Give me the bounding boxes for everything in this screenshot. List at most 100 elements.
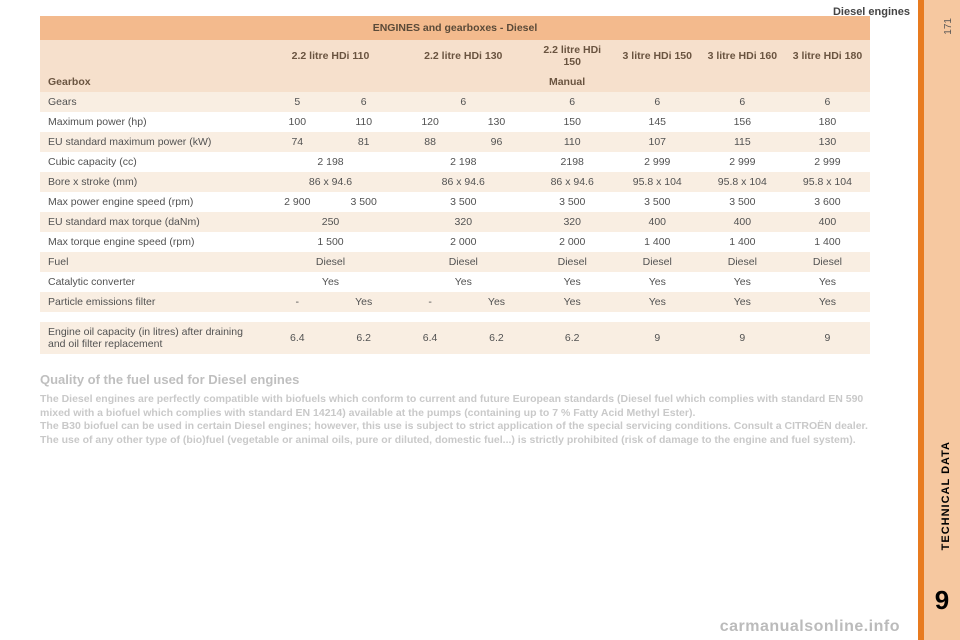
cell: 86 x 94.6	[530, 172, 615, 192]
cell: 150	[530, 112, 615, 132]
cell: 6.4	[397, 322, 463, 354]
tab-number: 9	[924, 585, 960, 616]
cell: 400	[700, 212, 785, 232]
cell: 115	[700, 132, 785, 152]
cell: 96	[463, 132, 529, 152]
tab-label: TECHNICAL DATA	[940, 441, 952, 550]
cell: 2 198	[397, 152, 530, 172]
row-label: Particle emissions filter	[40, 292, 264, 312]
cell: 130	[463, 112, 529, 132]
cell: Diesel	[615, 252, 700, 272]
cell: 5	[264, 92, 330, 112]
cell: 6	[331, 92, 397, 112]
engine-table: ENGINES and gearboxes - Diesel2.2 litre …	[40, 16, 870, 354]
cell: 156	[700, 112, 785, 132]
row-label: Fuel	[40, 252, 264, 272]
row-label: Cubic capacity (cc)	[40, 152, 264, 172]
cell: 110	[530, 132, 615, 152]
row-label: Max power engine speed (rpm)	[40, 192, 264, 212]
cell: Yes	[785, 272, 870, 292]
cell: Yes	[463, 292, 529, 312]
cell: 2 000	[397, 232, 530, 252]
row-label: EU standard maximum power (kW)	[40, 132, 264, 152]
cell: 107	[615, 132, 700, 152]
cell: Yes	[530, 292, 615, 312]
watermark: carmanualsonline.info	[720, 618, 900, 636]
cell: 400	[615, 212, 700, 232]
side-tab: 171 TECHNICAL DATA 9	[924, 0, 960, 640]
cell: 86 x 94.6	[397, 172, 530, 192]
cell: 88	[397, 132, 463, 152]
cell: Yes	[264, 272, 397, 292]
cell: 2 900	[264, 192, 330, 212]
cell: 6	[700, 92, 785, 112]
quality-line: The use of any other type of (bio)fuel (…	[40, 434, 870, 448]
cell: 3 500	[615, 192, 700, 212]
cell: 1 500	[264, 232, 397, 252]
cell: Diesel	[700, 252, 785, 272]
cell: 130	[785, 132, 870, 152]
quality-title: Quality of the fuel used for Diesel engi…	[40, 372, 870, 387]
cell: Yes	[700, 272, 785, 292]
cell: 6	[615, 92, 700, 112]
cell: 6.2	[463, 322, 529, 354]
gearbox-value: Manual	[264, 72, 870, 92]
row-label: EU standard max torque (daNm)	[40, 212, 264, 232]
cell: 2198	[530, 152, 615, 172]
cell: Yes	[331, 292, 397, 312]
cell: 9	[700, 322, 785, 354]
cell: 2 999	[700, 152, 785, 172]
cell: 320	[530, 212, 615, 232]
cell: 100	[264, 112, 330, 132]
cell: Yes	[397, 272, 530, 292]
cell: 120	[397, 112, 463, 132]
cell: 2 198	[264, 152, 397, 172]
cell: 1 400	[700, 232, 785, 252]
cell: Diesel	[785, 252, 870, 272]
cell: 3 500	[331, 192, 397, 212]
cell: 1 400	[785, 232, 870, 252]
cell: 110	[331, 112, 397, 132]
row-label: Gears	[40, 92, 264, 112]
cell: 81	[331, 132, 397, 152]
engine-header: 2.2 litre HDi 110	[264, 40, 397, 72]
quality-section: Quality of the fuel used for Diesel engi…	[40, 372, 870, 448]
cell: 95.8 x 104	[785, 172, 870, 192]
cell: 3 600	[785, 192, 870, 212]
cell: 2 999	[785, 152, 870, 172]
cell: 9	[785, 322, 870, 354]
cell: 6	[785, 92, 870, 112]
cell: 145	[615, 112, 700, 132]
cell: 320	[397, 212, 530, 232]
engine-header: 2.2 litre HDi 150	[530, 40, 615, 72]
accent-strip	[918, 0, 924, 640]
cell: -	[264, 292, 330, 312]
cell: 2 000	[530, 232, 615, 252]
cell: 95.8 x 104	[615, 172, 700, 192]
quality-line: The B30 biofuel can be used in certain D…	[40, 420, 870, 434]
cell: 74	[264, 132, 330, 152]
page-number: 171	[943, 18, 954, 35]
row-label: Max torque engine speed (rpm)	[40, 232, 264, 252]
row-label: Maximum power (hp)	[40, 112, 264, 132]
cell: 95.8 x 104	[700, 172, 785, 192]
cell: Yes	[615, 292, 700, 312]
row-label: Bore x stroke (mm)	[40, 172, 264, 192]
cell: -	[397, 292, 463, 312]
engine-header: 3 litre HDi 160	[700, 40, 785, 72]
cell: 86 x 94.6	[264, 172, 397, 192]
cell: 2 999	[615, 152, 700, 172]
cell: 6.2	[331, 322, 397, 354]
table-title: ENGINES and gearboxes - Diesel	[40, 16, 870, 40]
row-label: Catalytic converter	[40, 272, 264, 292]
cell: 3 500	[530, 192, 615, 212]
cell: Diesel	[264, 252, 397, 272]
cell: 6	[397, 92, 530, 112]
cell: 3 500	[397, 192, 530, 212]
cell: Yes	[615, 272, 700, 292]
cell: 1 400	[615, 232, 700, 252]
engine-header: 3 litre HDi 180	[785, 40, 870, 72]
cell: Diesel	[530, 252, 615, 272]
cell: 9	[615, 322, 700, 354]
cell: 6.4	[264, 322, 330, 354]
